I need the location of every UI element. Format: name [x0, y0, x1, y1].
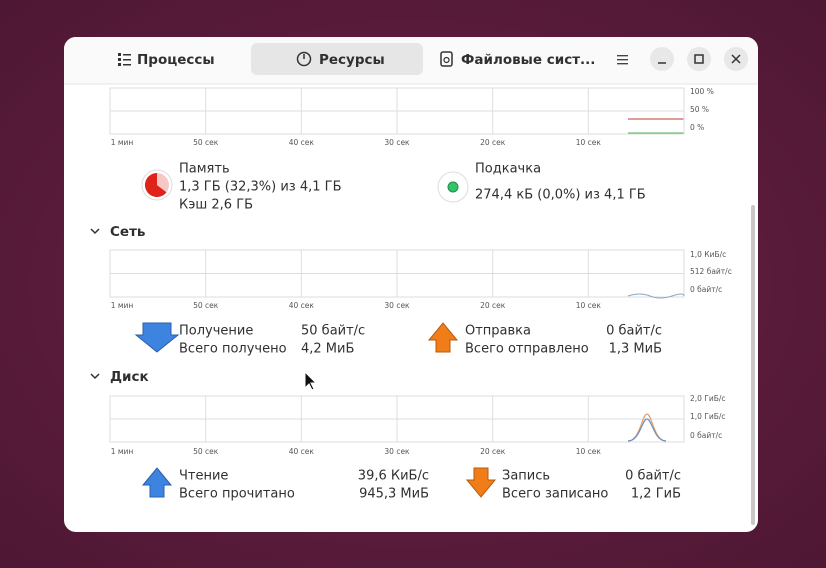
tab[interactable]: Файловые сист...: [440, 51, 595, 68]
x-axis-label: 30 сек: [384, 447, 410, 456]
y-axis-label: 1,0 КиБ/с: [690, 250, 726, 259]
write-label: Запись: [502, 469, 550, 484]
x-axis-label: 40 сек: [289, 138, 315, 147]
menu-button[interactable]: [617, 55, 628, 65]
tab-icon: [118, 53, 131, 66]
x-axis-label: 10 сек: [576, 301, 602, 310]
write-rate: 0 байт/с: [625, 469, 681, 484]
swap-label: Подкачка: [475, 162, 541, 177]
x-axis-label: 50 сек: [193, 447, 219, 456]
receive-total-label: Всего получено: [179, 342, 287, 357]
section-title: Диск: [110, 369, 149, 385]
x-axis-label: 1 мин: [111, 301, 134, 310]
menu-icon: [617, 55, 628, 65]
read-icon: [141, 467, 173, 498]
x-axis-label: 20 сек: [480, 301, 506, 310]
section-title: Сеть: [110, 224, 145, 240]
x-axis-label: 40 сек: [289, 447, 315, 456]
y-axis-label: 100 %: [690, 87, 714, 96]
y-axis-label: 1,0 ГиБ/с: [690, 412, 726, 421]
memory-value: 1,3 ГБ (32,3%) из 4,1 ГБ: [179, 180, 342, 195]
read-total: 945,3 МиБ: [359, 487, 429, 502]
y-axis-label: 0 %: [690, 123, 704, 132]
receive-rate: 50 байт/с: [301, 324, 365, 339]
send-total: 1,3 МиБ: [609, 342, 662, 357]
y-axis-label: 512 байт/с: [690, 267, 732, 276]
close-button[interactable]: [724, 47, 748, 71]
x-axis-label: 20 сек: [480, 138, 506, 147]
mouse-cursor: [304, 370, 318, 391]
chevron[interactable]: [90, 228, 100, 235]
button-bg: [650, 47, 674, 71]
y-axis-label: 0 байт/с: [690, 285, 722, 294]
read-total-label: Всего прочитано: [179, 487, 295, 502]
disk-write-line: [627, 413, 667, 442]
x-axis-label: 1 мин: [111, 138, 134, 147]
memory-cache: Кэш 2,6 ГБ: [179, 198, 253, 213]
write-total: 1,2 ГиБ: [631, 487, 681, 502]
swap-dot: [447, 181, 459, 193]
tab-icon: [440, 51, 453, 67]
minimize-button[interactable]: [650, 47, 674, 71]
close-icon: [731, 54, 741, 64]
y-axis-label: 50 %: [690, 105, 709, 114]
write-icon: [465, 467, 497, 498]
send-total-label: Всего отправлено: [465, 342, 589, 357]
memory-label: Память: [179, 162, 230, 177]
send-label: Отправка: [465, 324, 531, 339]
maximize-icon: [694, 54, 704, 64]
x-axis-label: 30 сек: [384, 138, 410, 147]
x-axis-label: 10 сек: [576, 447, 602, 456]
swap-value: 274,4 кБ (0,0%) из 4,1 ГБ: [475, 188, 646, 203]
download-icon: [134, 322, 180, 353]
y-axis-label: 0 байт/с: [690, 431, 722, 440]
tab-label: Файловые сист...: [461, 52, 595, 68]
read-rate: 39,6 КиБ/с: [358, 469, 429, 484]
memory-pie: [144, 172, 167, 197]
disk-read-line: [627, 418, 667, 442]
y-axis-label: 2,0 ГиБ/с: [690, 394, 726, 403]
receive-total: 4,2 МиБ: [301, 342, 354, 357]
maximize-button[interactable]: [687, 47, 711, 71]
tab[interactable]: Процессы: [118, 52, 215, 68]
x-axis-label: 40 сек: [289, 301, 315, 310]
scrollbar[interactable]: [751, 205, 755, 525]
network-line: [627, 293, 685, 299]
chevron[interactable]: [90, 373, 100, 380]
memory-pie-free: [157, 173, 169, 193]
send-rate: 0 байт/с: [606, 324, 662, 339]
tab-label: Процессы: [137, 52, 215, 68]
upload-icon: [427, 322, 459, 353]
tab-label: Ресурсы: [319, 52, 385, 68]
tab-bg: [251, 43, 423, 75]
x-axis-label: 30 сек: [384, 301, 410, 310]
x-axis-label: 50 сек: [193, 138, 219, 147]
button-bg: [687, 47, 711, 71]
x-axis-label: 10 сек: [576, 138, 602, 147]
tab-icon: [296, 51, 312, 67]
read-label: Чтение: [179, 469, 228, 484]
x-axis-label: 20 сек: [480, 447, 506, 456]
write-total-label: Всего записано: [502, 487, 608, 502]
window: [64, 37, 758, 532]
tab-icon: [443, 56, 450, 64]
tab-active[interactable]: Ресурсы: [251, 43, 423, 75]
receive-label: Получение: [179, 324, 253, 339]
x-axis-label: 1 мин: [111, 447, 134, 456]
x-axis-label: 50 сек: [193, 301, 219, 310]
